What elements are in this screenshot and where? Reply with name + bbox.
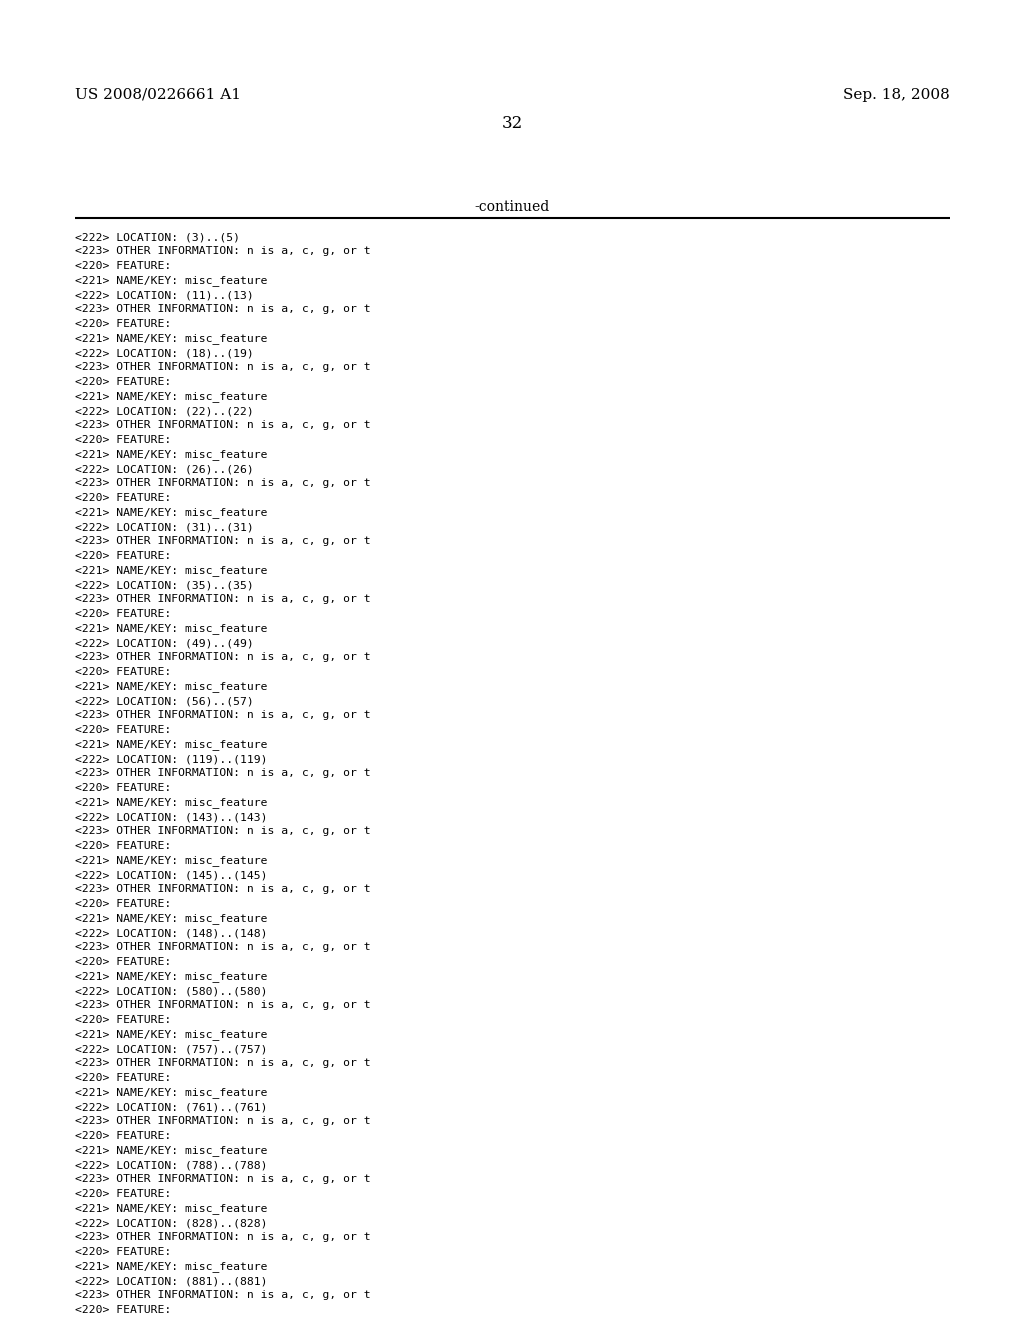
Text: <223> OTHER INFORMATION: n is a, c, g, or t: <223> OTHER INFORMATION: n is a, c, g, o…: [75, 1001, 371, 1011]
Text: Sep. 18, 2008: Sep. 18, 2008: [843, 88, 950, 102]
Text: <220> FEATURE:: <220> FEATURE:: [75, 1073, 171, 1082]
Text: <223> OTHER INFORMATION: n is a, c, g, or t: <223> OTHER INFORMATION: n is a, c, g, o…: [75, 884, 371, 895]
Text: <220> FEATURE:: <220> FEATURE:: [75, 725, 171, 735]
Text: <223> OTHER INFORMATION: n is a, c, g, or t: <223> OTHER INFORMATION: n is a, c, g, o…: [75, 479, 371, 488]
Text: <222> LOCATION: (26)..(26): <222> LOCATION: (26)..(26): [75, 465, 254, 474]
Text: <222> LOCATION: (22)..(22): <222> LOCATION: (22)..(22): [75, 407, 254, 416]
Text: <223> OTHER INFORMATION: n is a, c, g, or t: <223> OTHER INFORMATION: n is a, c, g, o…: [75, 1117, 371, 1126]
Text: <220> FEATURE:: <220> FEATURE:: [75, 1247, 171, 1257]
Text: <222> LOCATION: (757)..(757): <222> LOCATION: (757)..(757): [75, 1044, 267, 1053]
Text: <222> LOCATION: (18)..(19): <222> LOCATION: (18)..(19): [75, 348, 254, 358]
Text: <222> LOCATION: (828)..(828): <222> LOCATION: (828)..(828): [75, 1218, 267, 1228]
Text: <222> LOCATION: (119)..(119): <222> LOCATION: (119)..(119): [75, 754, 267, 764]
Text: <222> LOCATION: (49)..(49): <222> LOCATION: (49)..(49): [75, 638, 254, 648]
Text: <223> OTHER INFORMATION: n is a, c, g, or t: <223> OTHER INFORMATION: n is a, c, g, o…: [75, 1175, 371, 1184]
Text: <223> OTHER INFORMATION: n is a, c, g, or t: <223> OTHER INFORMATION: n is a, c, g, o…: [75, 652, 371, 663]
Text: <221> NAME/KEY: misc_feature: <221> NAME/KEY: misc_feature: [75, 276, 267, 286]
Text: <221> NAME/KEY: misc_feature: <221> NAME/KEY: misc_feature: [75, 855, 267, 866]
Text: <220> FEATURE:: <220> FEATURE:: [75, 667, 171, 677]
Text: <220> FEATURE:: <220> FEATURE:: [75, 841, 171, 851]
Text: <223> OTHER INFORMATION: n is a, c, g, or t: <223> OTHER INFORMATION: n is a, c, g, o…: [75, 363, 371, 372]
Text: <220> FEATURE:: <220> FEATURE:: [75, 261, 171, 271]
Text: <221> NAME/KEY: misc_feature: <221> NAME/KEY: misc_feature: [75, 565, 267, 577]
Text: <221> NAME/KEY: misc_feature: <221> NAME/KEY: misc_feature: [75, 623, 267, 635]
Text: <220> FEATURE:: <220> FEATURE:: [75, 319, 171, 329]
Text: <221> NAME/KEY: misc_feature: <221> NAME/KEY: misc_feature: [75, 1030, 267, 1040]
Text: <221> NAME/KEY: misc_feature: <221> NAME/KEY: misc_feature: [75, 1262, 267, 1272]
Text: <221> NAME/KEY: misc_feature: <221> NAME/KEY: misc_feature: [75, 1146, 267, 1156]
Text: <220> FEATURE:: <220> FEATURE:: [75, 436, 171, 445]
Text: -continued: -continued: [474, 201, 550, 214]
Text: <223> OTHER INFORMATION: n is a, c, g, or t: <223> OTHER INFORMATION: n is a, c, g, o…: [75, 594, 371, 605]
Text: <220> FEATURE:: <220> FEATURE:: [75, 1305, 171, 1315]
Text: <223> OTHER INFORMATION: n is a, c, g, or t: <223> OTHER INFORMATION: n is a, c, g, o…: [75, 826, 371, 837]
Text: <222> LOCATION: (3)..(5): <222> LOCATION: (3)..(5): [75, 232, 240, 242]
Text: <223> OTHER INFORMATION: n is a, c, g, or t: <223> OTHER INFORMATION: n is a, c, g, o…: [75, 305, 371, 314]
Text: <222> LOCATION: (56)..(57): <222> LOCATION: (56)..(57): [75, 696, 254, 706]
Text: <223> OTHER INFORMATION: n is a, c, g, or t: <223> OTHER INFORMATION: n is a, c, g, o…: [75, 768, 371, 779]
Text: <223> OTHER INFORMATION: n is a, c, g, or t: <223> OTHER INFORMATION: n is a, c, g, o…: [75, 1291, 371, 1300]
Text: <223> OTHER INFORMATION: n is a, c, g, or t: <223> OTHER INFORMATION: n is a, c, g, o…: [75, 536, 371, 546]
Text: <221> NAME/KEY: misc_feature: <221> NAME/KEY: misc_feature: [75, 797, 267, 808]
Text: <222> LOCATION: (788)..(788): <222> LOCATION: (788)..(788): [75, 1160, 267, 1170]
Text: <223> OTHER INFORMATION: n is a, c, g, or t: <223> OTHER INFORMATION: n is a, c, g, o…: [75, 421, 371, 430]
Text: <222> LOCATION: (148)..(148): <222> LOCATION: (148)..(148): [75, 928, 267, 939]
Text: <221> NAME/KEY: misc_feature: <221> NAME/KEY: misc_feature: [75, 334, 267, 345]
Text: <222> LOCATION: (31)..(31): <222> LOCATION: (31)..(31): [75, 521, 254, 532]
Text: <222> LOCATION: (143)..(143): <222> LOCATION: (143)..(143): [75, 812, 267, 822]
Text: <223> OTHER INFORMATION: n is a, c, g, or t: <223> OTHER INFORMATION: n is a, c, g, o…: [75, 1233, 371, 1242]
Text: <222> LOCATION: (761)..(761): <222> LOCATION: (761)..(761): [75, 1102, 267, 1111]
Text: <221> NAME/KEY: misc_feature: <221> NAME/KEY: misc_feature: [75, 739, 267, 750]
Text: <220> FEATURE:: <220> FEATURE:: [75, 492, 171, 503]
Text: <222> LOCATION: (881)..(881): <222> LOCATION: (881)..(881): [75, 1276, 267, 1286]
Text: <223> OTHER INFORMATION: n is a, c, g, or t: <223> OTHER INFORMATION: n is a, c, g, o…: [75, 942, 371, 953]
Text: <223> OTHER INFORMATION: n is a, c, g, or t: <223> OTHER INFORMATION: n is a, c, g, o…: [75, 247, 371, 256]
Text: <220> FEATURE:: <220> FEATURE:: [75, 378, 171, 387]
Text: <220> FEATURE:: <220> FEATURE:: [75, 550, 171, 561]
Text: <223> OTHER INFORMATION: n is a, c, g, or t: <223> OTHER INFORMATION: n is a, c, g, o…: [75, 1059, 371, 1068]
Text: <222> LOCATION: (11)..(13): <222> LOCATION: (11)..(13): [75, 290, 254, 300]
Text: <221> NAME/KEY: misc_feature: <221> NAME/KEY: misc_feature: [75, 507, 267, 519]
Text: <221> NAME/KEY: misc_feature: <221> NAME/KEY: misc_feature: [75, 1088, 267, 1098]
Text: 32: 32: [502, 115, 522, 132]
Text: <220> FEATURE:: <220> FEATURE:: [75, 1015, 171, 1026]
Text: <220> FEATURE:: <220> FEATURE:: [75, 609, 171, 619]
Text: <221> NAME/KEY: misc_feature: <221> NAME/KEY: misc_feature: [75, 972, 267, 982]
Text: <221> NAME/KEY: misc_feature: <221> NAME/KEY: misc_feature: [75, 450, 267, 461]
Text: <223> OTHER INFORMATION: n is a, c, g, or t: <223> OTHER INFORMATION: n is a, c, g, o…: [75, 710, 371, 721]
Text: <220> FEATURE:: <220> FEATURE:: [75, 1131, 171, 1140]
Text: <221> NAME/KEY: misc_feature: <221> NAME/KEY: misc_feature: [75, 1204, 267, 1214]
Text: <221> NAME/KEY: misc_feature: <221> NAME/KEY: misc_feature: [75, 913, 267, 924]
Text: <220> FEATURE:: <220> FEATURE:: [75, 783, 171, 793]
Text: <221> NAME/KEY: misc_feature: <221> NAME/KEY: misc_feature: [75, 392, 267, 403]
Text: <222> LOCATION: (145)..(145): <222> LOCATION: (145)..(145): [75, 870, 267, 880]
Text: US 2008/0226661 A1: US 2008/0226661 A1: [75, 88, 241, 102]
Text: <220> FEATURE:: <220> FEATURE:: [75, 899, 171, 909]
Text: <222> LOCATION: (580)..(580): <222> LOCATION: (580)..(580): [75, 986, 267, 997]
Text: <222> LOCATION: (35)..(35): <222> LOCATION: (35)..(35): [75, 579, 254, 590]
Text: <221> NAME/KEY: misc_feature: <221> NAME/KEY: misc_feature: [75, 681, 267, 693]
Text: <220> FEATURE:: <220> FEATURE:: [75, 957, 171, 968]
Text: <220> FEATURE:: <220> FEATURE:: [75, 1189, 171, 1199]
